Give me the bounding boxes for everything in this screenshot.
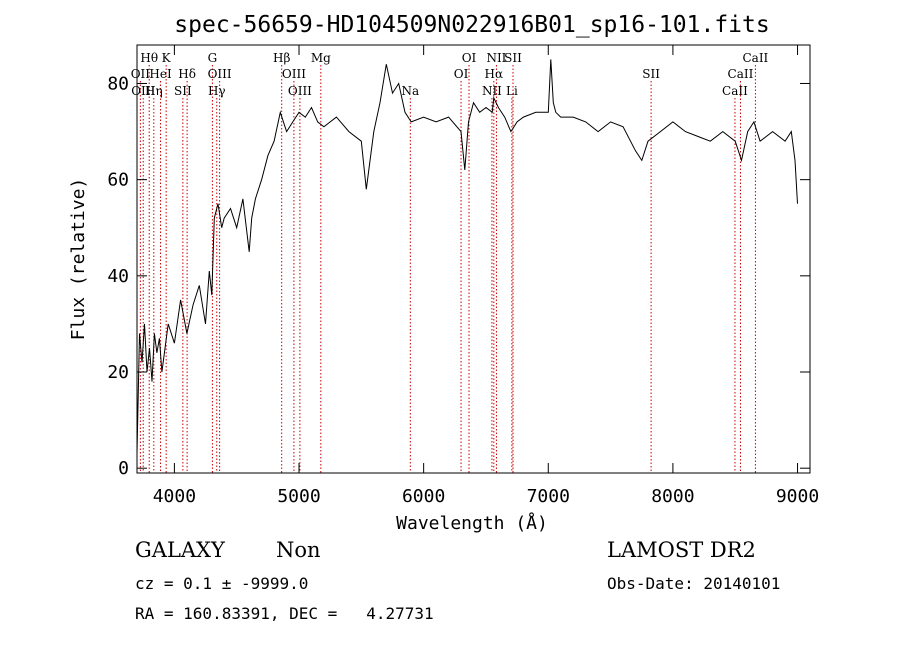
object-subclass: Non — [276, 538, 321, 562]
line-marker-label: SII — [174, 84, 192, 98]
chart-title: spec-56659-HD104509N022916B01_sp16-101.f… — [174, 12, 769, 38]
line-marker-label: SII — [642, 67, 660, 81]
line-marker-label: OIII — [282, 67, 306, 81]
line-marker-label: CaII — [742, 51, 768, 65]
line-marker-label: Na — [401, 84, 419, 98]
redshift-cz: cz = 0.1 ± -9999.0 — [135, 574, 309, 593]
line-marker-label: Hγ — [208, 84, 226, 98]
line-marker-label: SII — [504, 51, 522, 65]
x-tick-label: 6000 — [402, 486, 445, 507]
line-marker-label: HeI — [149, 67, 172, 81]
line-marker-label: OI — [462, 51, 477, 65]
line-marker-label: CaII — [728, 67, 754, 81]
y-tick-label: 0 — [118, 458, 129, 479]
line-marker-label: NII — [486, 51, 506, 65]
line-marker-label: K — [162, 51, 172, 65]
line-marker-label: OIII — [288, 84, 312, 98]
line-marker-label: OII — [131, 67, 151, 81]
ra-dec: RA = 160.83391, DEC = 4.27731 — [135, 604, 434, 623]
axis-ticks: 4000 5000 6000 7000 8000 9000 0 20 40 60 80 — [107, 45, 819, 507]
line-marker-label: Hα — [485, 67, 504, 81]
y-tick-label: 60 — [107, 170, 129, 191]
line-marker-label: OIII — [208, 67, 232, 81]
y-tick-label: 80 — [107, 73, 129, 94]
line-marker-label: Hβ — [273, 51, 290, 65]
x-tick-label: 7000 — [527, 486, 570, 507]
line-marker-label: OI — [454, 67, 469, 81]
x-axis-label: Wavelength (Å) — [396, 512, 548, 534]
line-marker-label: CaII — [722, 84, 748, 98]
line-marker-label: G — [208, 51, 218, 65]
x-tick-label: 4000 — [153, 486, 196, 507]
y-tick-label: 40 — [107, 266, 129, 287]
survey-name: LAMOST DR2 — [607, 538, 756, 562]
x-tick-label: 9000 — [776, 486, 819, 507]
y-axis-label: Flux (relative) — [68, 178, 89, 341]
line-marker-label: Li — [506, 84, 518, 98]
line-marker-label: NII — [482, 84, 502, 98]
spectrum-line — [136, 59, 798, 454]
line-marker-label: Hη — [145, 84, 163, 98]
line-marker-label: Mg — [311, 51, 331, 65]
line-marker-label: Hθ — [140, 51, 158, 65]
x-tick-label: 8000 — [651, 486, 694, 507]
observation-date: Obs-Date: 20140101 — [607, 574, 781, 593]
object-class: GALAXY — [135, 538, 225, 562]
plot-frame — [136, 44, 811, 474]
x-tick-label: 5000 — [277, 486, 320, 507]
y-tick-label: 20 — [107, 362, 129, 383]
line-marker-label: Hδ — [178, 67, 196, 81]
